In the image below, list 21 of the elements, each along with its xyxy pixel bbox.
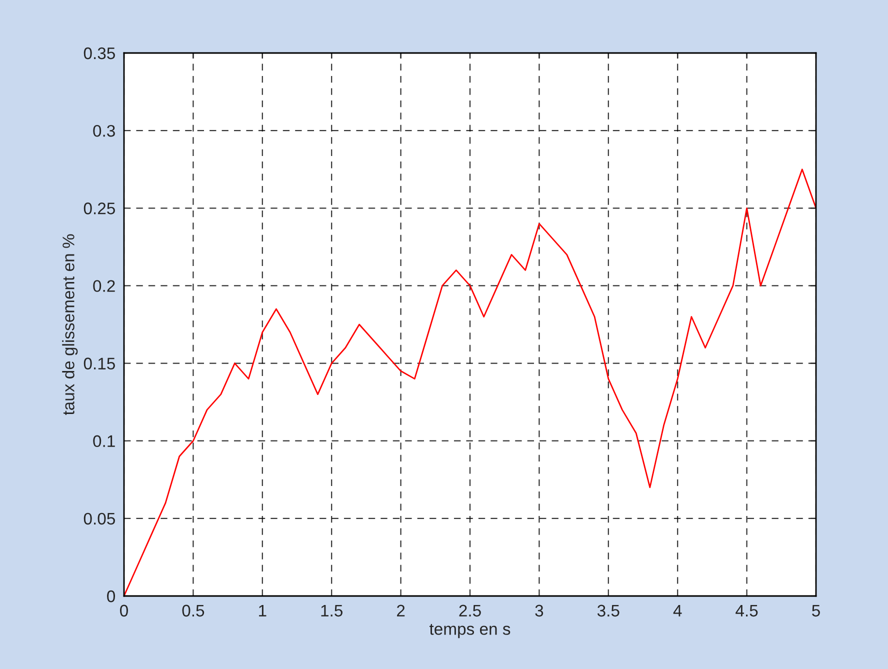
x-tick-label: 3.5 [597, 604, 620, 617]
x-tick-label: 2 [397, 604, 405, 616]
x-tick-label: 2.5 [459, 604, 481, 617]
x-tick-label: 4.5 [736, 604, 758, 617]
y-tick-label: 0.3 [93, 124, 115, 137]
y-tick-label: 0.05 [84, 512, 115, 525]
y-tick-label: 0.25 [84, 202, 115, 214]
y-tick-label: 0.2 [93, 280, 115, 292]
y-tick-label: 0.35 [84, 47, 115, 60]
x-tick-label: 0.5 [182, 604, 204, 617]
y-axis-title: taux de glissement en % [62, 234, 78, 416]
x-tick-label: 0 [120, 604, 128, 617]
x-tick-label: 4 [673, 604, 682, 616]
y-tick-label: 0.15 [84, 358, 115, 370]
x-tick-label: 1.5 [321, 604, 342, 617]
x-tick-label: 5 [812, 604, 820, 617]
y-tick-label: 0.1 [93, 435, 115, 448]
x-tick-label: 1 [259, 604, 266, 616]
x-axis-title: temps en s [429, 624, 510, 638]
x-tick-label: 3 [535, 604, 544, 617]
y-tick-label: 0 [107, 590, 116, 602]
